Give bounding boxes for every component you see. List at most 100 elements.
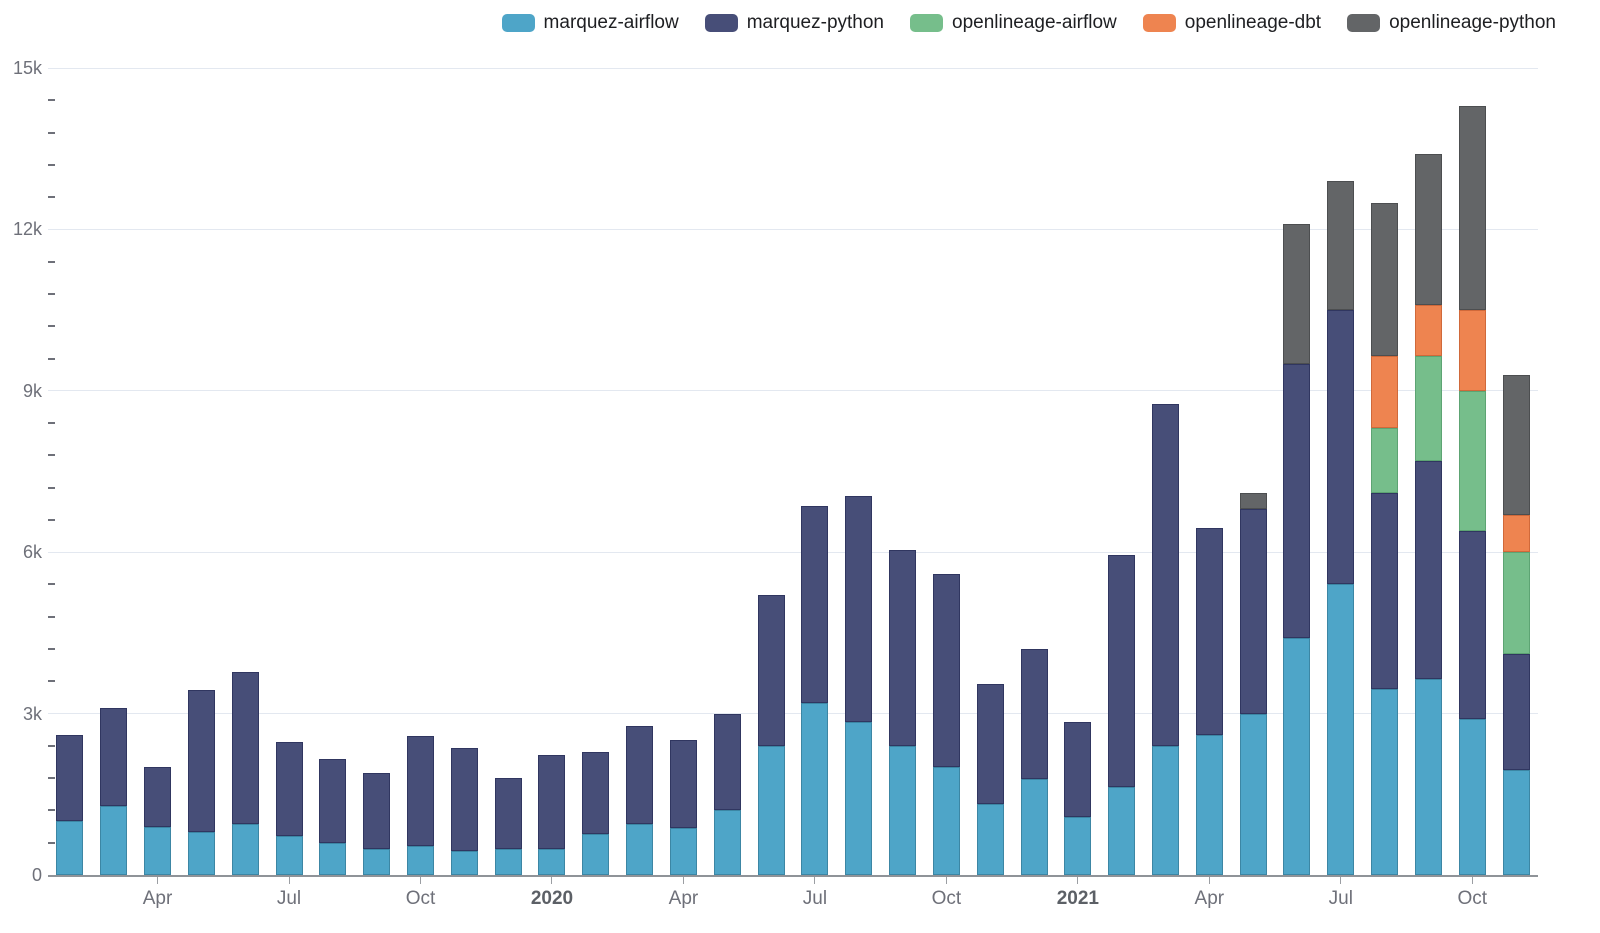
bar-segment-marquez-airflow[interactable] [407,845,434,875]
bar-segment-marquez-airflow[interactable] [845,721,873,875]
bar-segment-openlineage-dbt[interactable] [1458,310,1486,391]
bar-segment-openlineage-python[interactable] [1371,202,1399,356]
bar-segment-marquez-airflow[interactable] [56,821,84,875]
bar-segment-marquez-python[interactable] [1195,528,1223,736]
bar-segment-marquez-airflow[interactable] [1502,770,1530,875]
bar-segment-marquez-python[interactable] [319,759,347,843]
legend-item-openlineage-dbt[interactable]: openlineage-dbt [1142,12,1321,34]
bar-segment-marquez-airflow[interactable] [363,849,391,875]
bar-segment-marquez-python[interactable] [889,549,917,746]
bar-segment-marquez-airflow[interactable] [1283,638,1311,875]
bar-segment-marquez-python[interactable] [231,671,259,824]
bar-segment-marquez-python[interactable] [187,689,215,832]
bar-segment-marquez-airflow[interactable] [144,826,172,875]
bar-segment-openlineage-dbt[interactable] [1502,514,1530,553]
bar-segment-marquez-airflow[interactable] [669,828,697,875]
bar-segment-marquez-python[interactable] [56,735,84,822]
gridline [48,713,1538,715]
bar-segment-marquez-airflow[interactable] [494,849,522,875]
legend-item-openlineage-airflow[interactable]: openlineage-airflow [910,12,1117,34]
bar-segment-marquez-airflow[interactable] [801,702,829,875]
bar-segment-openlineage-python[interactable] [1414,154,1442,305]
bar-segment-marquez-airflow[interactable] [1327,584,1355,875]
bar-segment-marquez-airflow[interactable] [889,745,917,875]
legend-item-marquez-python[interactable]: marquez-python [704,12,884,34]
bar-segment-marquez-airflow[interactable] [450,850,478,875]
bar-segment-marquez-python[interactable] [669,739,697,829]
bar-segment-marquez-python[interactable] [363,773,391,850]
bar-segment-openlineage-dbt[interactable] [1414,304,1442,356]
bar-segment-marquez-python[interactable] [407,736,434,846]
bar-segment-marquez-python[interactable] [275,741,303,836]
bar-segment-marquez-airflow[interactable] [626,823,654,875]
bar-segment-marquez-python[interactable] [1458,530,1486,719]
y-minor-tick [48,131,55,134]
bar-segment-marquez-airflow[interactable] [1108,787,1136,875]
bar-segment-marquez-airflow[interactable] [319,842,347,875]
bar-segment-marquez-python[interactable] [1064,721,1092,818]
bar-segment-openlineage-airflow[interactable] [1502,552,1530,655]
bar-segment-marquez-airflow[interactable] [713,810,741,875]
bar-segment-marquez-python[interactable] [1283,363,1311,639]
bar-segment-marquez-airflow[interactable] [231,823,259,875]
x-axis-label: Jul [802,888,828,909]
bar-segment-marquez-airflow[interactable] [1020,779,1048,875]
bar-segment-openlineage-airflow[interactable] [1458,390,1486,531]
bar-segment-openlineage-python[interactable] [1239,493,1267,510]
bar-segment-marquez-airflow[interactable] [582,834,610,875]
bar-segment-openlineage-airflow[interactable] [1414,355,1442,461]
bar-segment-marquez-airflow[interactable] [1239,713,1267,875]
bar-segment-marquez-airflow[interactable] [757,745,785,875]
bar-segment-marquez-python[interactable] [1152,404,1179,746]
bar-segment-openlineage-airflow[interactable] [1371,428,1399,494]
x-axis-label: Apr [142,888,173,909]
bar-segment-marquez-airflow[interactable] [932,767,960,875]
x-axis-label: Oct [1457,888,1488,909]
bar-segment-marquez-airflow[interactable] [1152,745,1179,875]
bar-segment-marquez-python[interactable] [976,684,1004,804]
gridline [48,390,1538,392]
bar-segment-marquez-python[interactable] [100,708,128,807]
bar-segment-marquez-python[interactable] [144,767,172,827]
legend-label: openlineage-airflow [952,12,1117,33]
bar-segment-marquez-airflow[interactable] [187,831,215,875]
bar-segment-openlineage-python[interactable] [1458,105,1486,311]
legend-item-marquez-airflow[interactable]: marquez-airflow [501,12,679,34]
bar-segment-marquez-airflow[interactable] [976,803,1004,875]
bar-segment-marquez-python[interactable] [801,506,829,703]
bar-segment-marquez-python[interactable] [1502,654,1530,771]
bar-segment-marquez-python[interactable] [538,754,566,850]
bar-segment-marquez-airflow[interactable] [1414,678,1442,875]
bar-segment-marquez-airflow[interactable] [275,835,303,875]
bar-segment-marquez-airflow[interactable] [100,806,128,875]
bar-segment-marquez-python[interactable] [1414,460,1442,679]
legend-item-openlineage-python[interactable]: openlineage-python [1347,12,1556,34]
bar-segment-marquez-airflow[interactable] [538,849,566,875]
bar-segment-marquez-python[interactable] [494,778,522,850]
bar-segment-marquez-python[interactable] [626,725,654,824]
y-minor-tick [48,325,55,328]
bar-segment-marquez-python[interactable] [845,495,873,722]
bar-segment-openlineage-python[interactable] [1502,374,1530,515]
bar-segment-openlineage-python[interactable] [1327,181,1355,311]
bar-segment-marquez-python[interactable] [1239,509,1267,714]
bar-segment-marquez-python[interactable] [1020,649,1048,780]
bar-segment-marquez-python[interactable] [932,573,960,768]
bar-segment-marquez-airflow[interactable] [1064,817,1092,875]
gridline [48,67,1538,69]
bar-segment-marquez-python[interactable] [757,595,785,746]
bar-segment-marquez-airflow[interactable] [1458,718,1486,875]
bar-segment-marquez-python[interactable] [713,713,741,811]
bar-segment-marquez-airflow[interactable] [1371,689,1399,875]
bar-segment-marquez-python[interactable] [582,752,610,835]
bar-segment-marquez-airflow[interactable] [1195,735,1223,875]
bar-segment-openlineage-dbt[interactable] [1371,355,1399,429]
bar-segment-openlineage-python[interactable] [1283,224,1311,364]
bar-segment-marquez-python[interactable] [1327,310,1355,585]
bar-segment-marquez-python[interactable] [1108,554,1136,788]
x-axis-tick [1208,877,1210,884]
bar-segment-marquez-python[interactable] [450,747,478,851]
bar-segment-marquez-python[interactable] [1371,493,1399,690]
legend-label: openlineage-python [1389,12,1556,33]
x-axis-label: 2020 [530,888,574,909]
